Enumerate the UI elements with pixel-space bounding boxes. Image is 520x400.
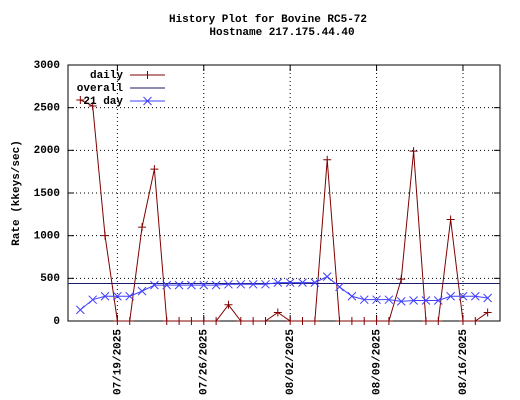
point-marker [88, 295, 98, 305]
point-marker [409, 147, 418, 156]
point-marker [175, 317, 184, 325]
point-marker [101, 231, 110, 240]
plot-border [67, 64, 501, 322]
point-marker [421, 296, 431, 305]
point-marker [88, 101, 97, 110]
point-marker [433, 296, 443, 305]
point-marker [421, 317, 430, 325]
point-marker [372, 317, 381, 325]
y-tick-label: 1000 [34, 231, 60, 243]
point-marker [446, 215, 455, 224]
point-marker [397, 275, 406, 284]
point-marker [298, 278, 307, 287]
point-marker [446, 291, 455, 301]
point-marker [212, 317, 221, 325]
point-marker [396, 297, 406, 306]
point-marker [211, 280, 221, 290]
point-marker [199, 317, 208, 325]
point-marker [285, 278, 295, 287]
point-marker [434, 317, 443, 325]
point-marker [458, 291, 468, 301]
point-marker [471, 317, 480, 325]
point-marker [248, 279, 258, 289]
point-marker [310, 278, 320, 287]
point-marker [298, 317, 307, 325]
point-marker [458, 317, 467, 325]
point-marker [162, 280, 172, 290]
point-marker [323, 155, 332, 164]
point-marker [335, 317, 344, 325]
x-tick-label: 07/26/2025 [199, 329, 211, 395]
y-axis-label: Rate (kkeys/sec) [11, 140, 23, 246]
y-tick-label: 2500 [34, 103, 60, 115]
point-marker [310, 317, 319, 325]
point-marker [384, 317, 393, 325]
point-marker [125, 317, 134, 325]
point-marker [273, 278, 283, 287]
x-tick-label: 08/02/2025 [285, 329, 297, 395]
point-marker [273, 308, 282, 317]
point-marker [249, 317, 258, 325]
legend-label: overall [77, 83, 124, 95]
point-marker [138, 223, 147, 232]
point-marker [143, 96, 152, 106]
point-marker [347, 291, 357, 301]
point-marker [384, 295, 394, 305]
legend-label: 21 day [83, 96, 123, 108]
point-marker [143, 71, 152, 79]
point-marker [236, 317, 245, 325]
y-tick-label: 500 [40, 273, 60, 285]
point-marker [224, 300, 233, 309]
point-marker [372, 295, 381, 305]
point-marker [359, 295, 369, 305]
point-marker [236, 279, 246, 289]
point-marker [187, 317, 196, 325]
point-marker [347, 317, 356, 325]
point-marker [409, 296, 418, 305]
point-marker [470, 291, 480, 301]
point-marker [150, 280, 159, 290]
y-tick-label: 1500 [34, 188, 60, 200]
chart-title: History Plot for Bovine RC5-72 [169, 14, 367, 26]
point-marker [76, 95, 85, 104]
point-marker [113, 317, 122, 325]
point-marker [224, 279, 233, 289]
y-tick-label: 3000 [34, 60, 60, 72]
y-tick-label: 0 [53, 316, 60, 328]
x-tick-label: 08/09/2025 [371, 329, 383, 395]
point-marker [322, 272, 332, 281]
point-marker [137, 286, 147, 296]
point-marker [150, 165, 159, 174]
y-tick-label: 2000 [34, 145, 60, 157]
legend-label: daily [90, 70, 123, 82]
chart-subtitle: Hostname 217.175.44.40 [209, 27, 354, 39]
point-marker [335, 282, 344, 292]
point-marker [75, 305, 85, 315]
point-marker [162, 317, 171, 325]
series-line [80, 99, 488, 322]
point-marker [187, 280, 196, 290]
point-marker [125, 291, 135, 301]
point-marker [286, 317, 295, 325]
point-marker [174, 280, 184, 290]
x-tick-label: 08/16/2025 [458, 329, 470, 395]
point-marker [360, 317, 369, 325]
series-line [80, 276, 488, 311]
point-marker [113, 291, 122, 301]
point-marker [100, 291, 110, 301]
point-marker [261, 317, 270, 325]
point-marker [483, 308, 492, 317]
point-marker [199, 280, 209, 290]
x-tick-label: 07/19/2025 [112, 329, 124, 395]
point-marker [483, 293, 493, 303]
point-marker [261, 279, 270, 289]
